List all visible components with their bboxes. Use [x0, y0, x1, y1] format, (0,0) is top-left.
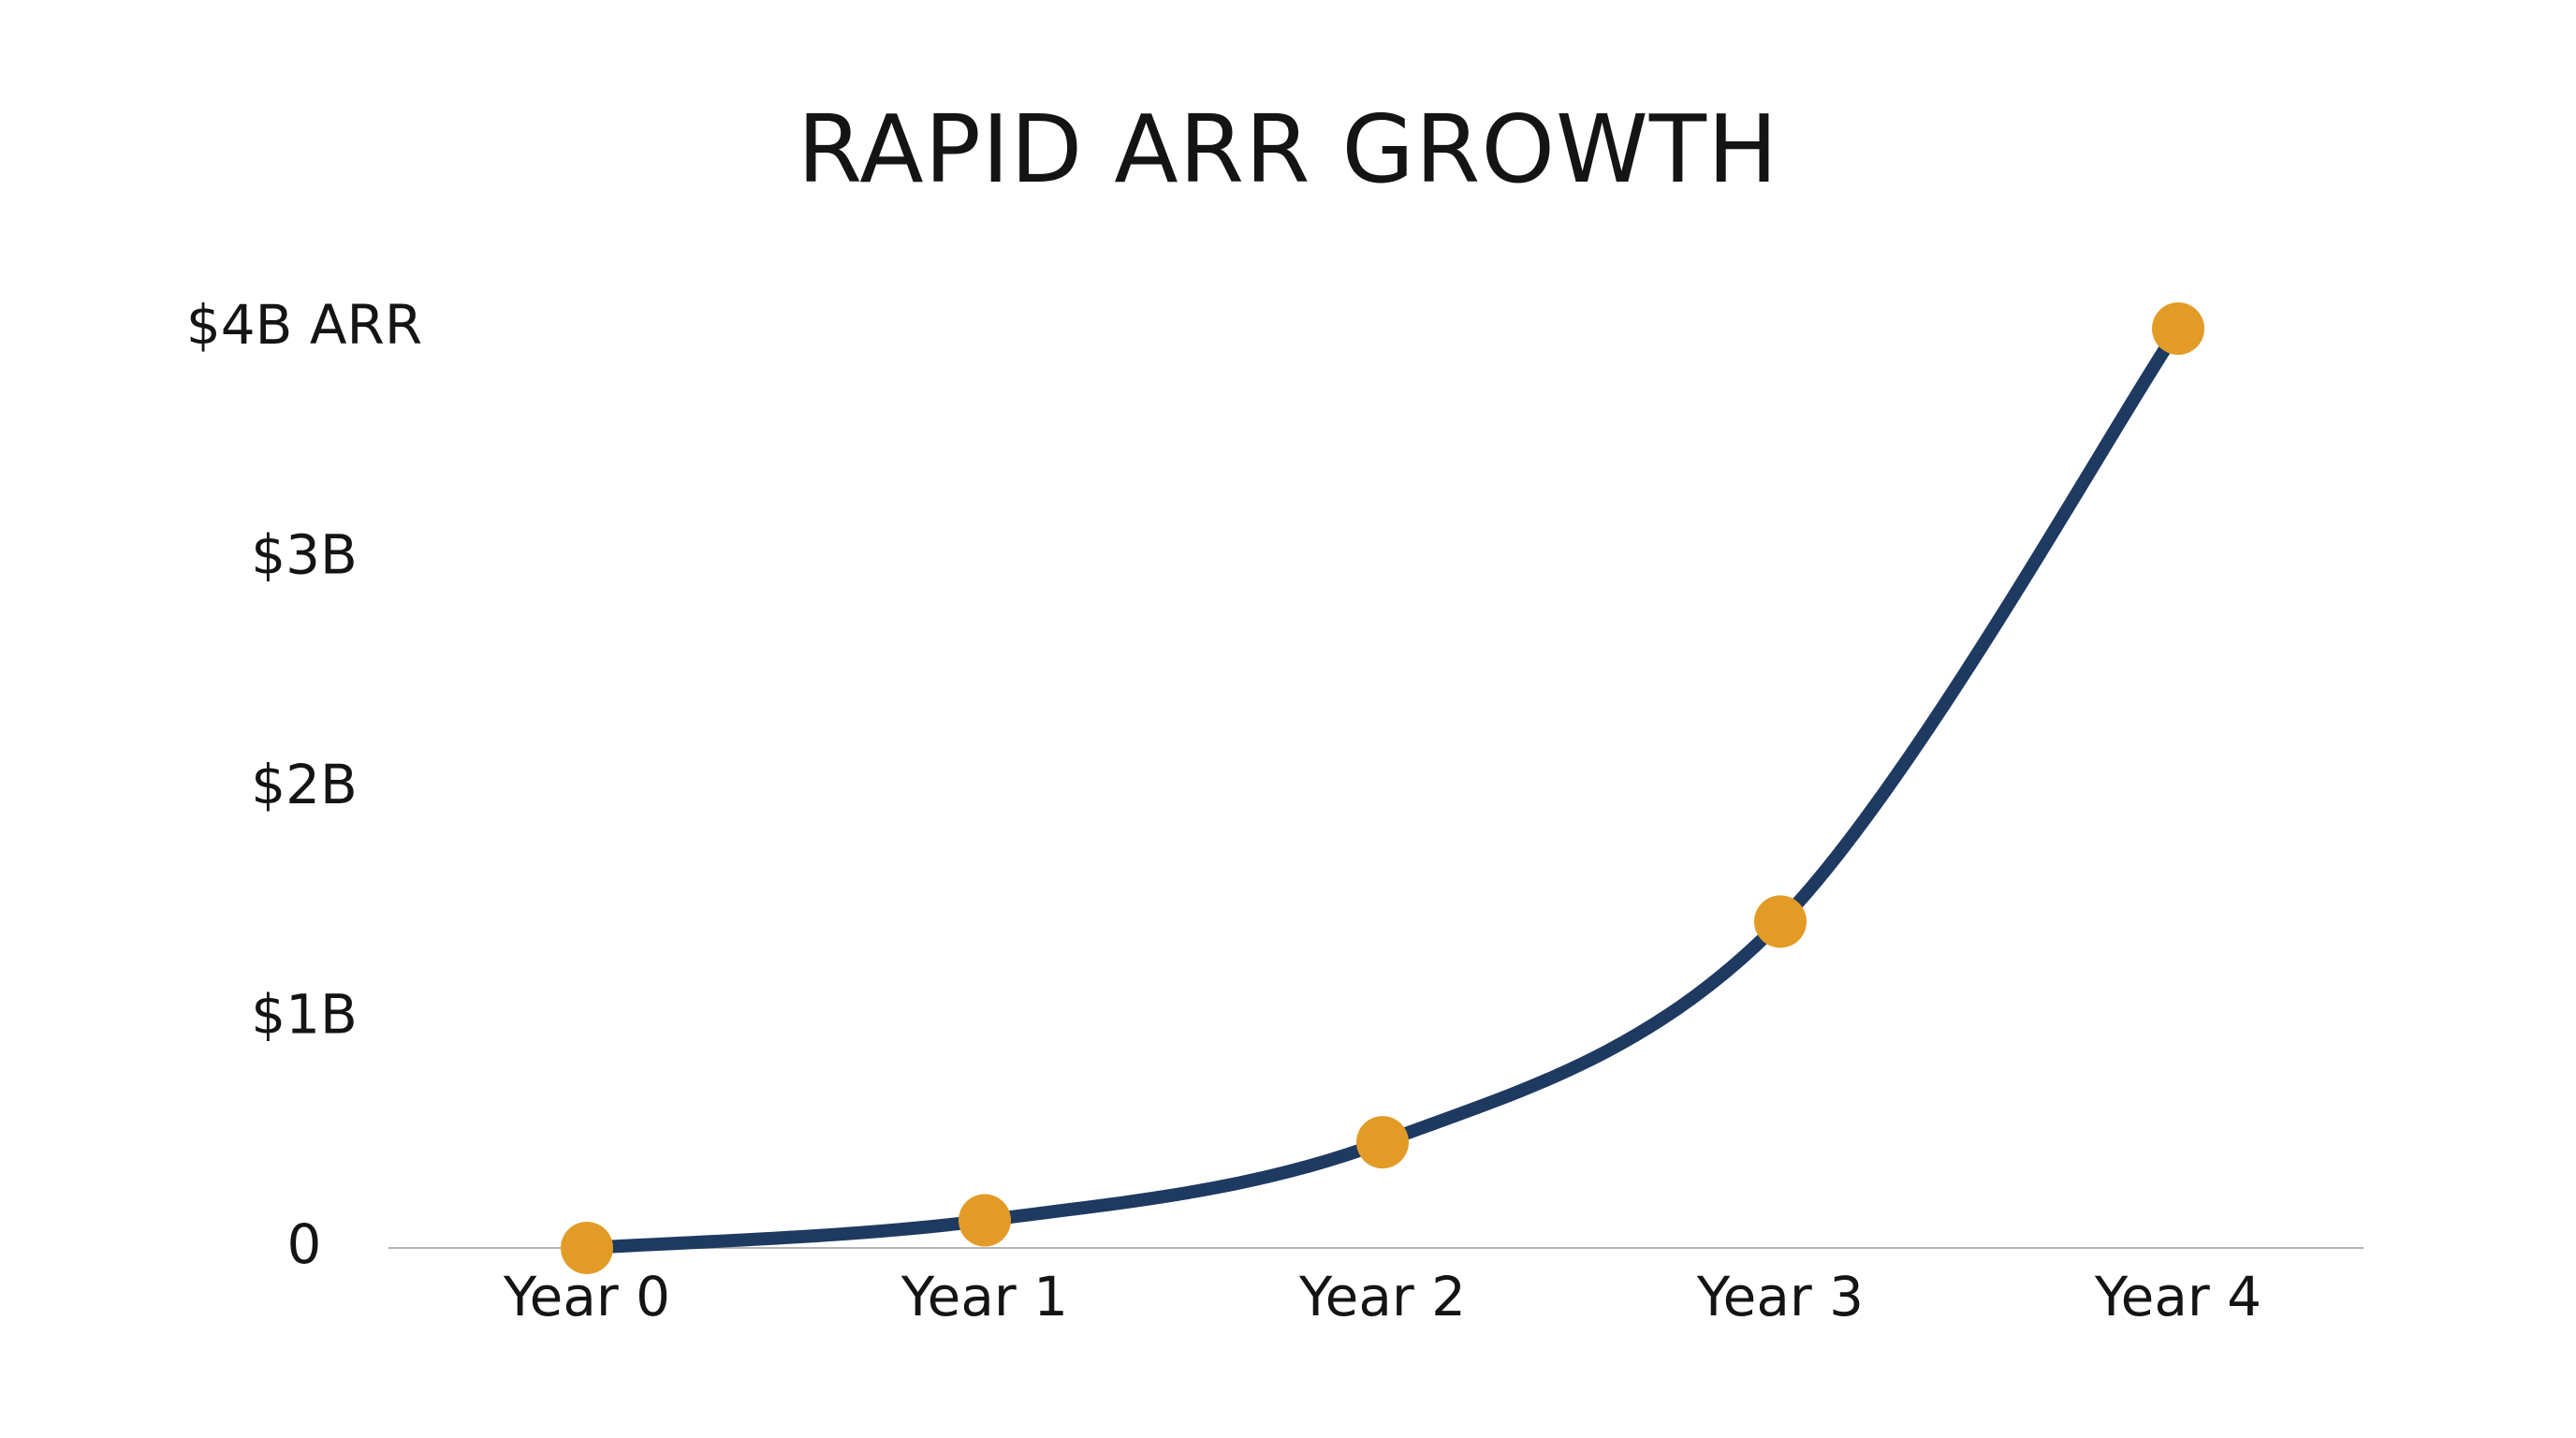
x-axis-ticks: Year 0 Year 1 Year 2 Year 3 Year 4 [503, 1265, 2261, 1328]
y-axis-ticks: 0 $1B $2B $3B $4B ARR [186, 293, 422, 1276]
data-point [959, 1194, 1011, 1247]
chart-title: RAPID ARR GROWTH [797, 95, 1779, 204]
data-point [1356, 1116, 1409, 1169]
x-tick-label: Year 1 [900, 1265, 1068, 1328]
data-point [1754, 895, 1807, 948]
data-points [561, 302, 2204, 1274]
x-tick-label: Year 3 [1696, 1265, 1864, 1328]
series-line [580, 322, 2185, 1255]
y-tick-label: $1B [251, 983, 358, 1047]
y-tick-label: $2B [251, 753, 358, 816]
x-tick-label: Year 4 [2094, 1265, 2261, 1328]
y-tick-label: $3B [251, 523, 358, 587]
y-tick-label: $4B ARR [186, 293, 422, 357]
data-point [2152, 302, 2204, 355]
x-tick-label: Year 2 [1298, 1265, 1466, 1328]
y-tick-label: 0 [287, 1212, 322, 1276]
x-tick-label: Year 0 [503, 1265, 670, 1328]
data-point [561, 1222, 613, 1274]
